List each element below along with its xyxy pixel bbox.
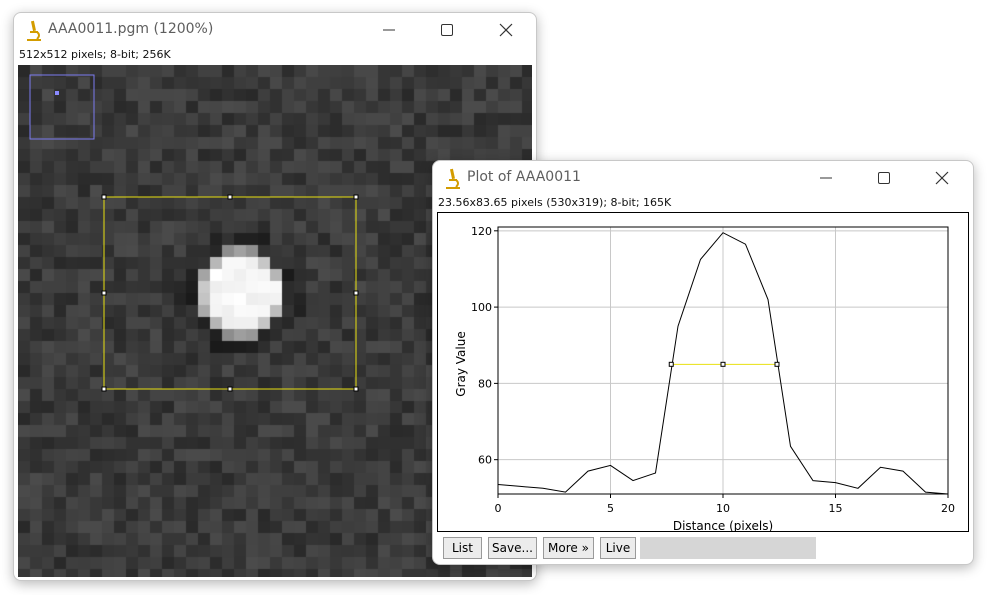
plot-button-bar: List Save... More » Live xyxy=(443,537,963,559)
microscope-icon xyxy=(446,168,460,189)
x-axis-label: Distance (pixels) xyxy=(673,519,773,532)
y-tick-label: 100 xyxy=(471,301,492,314)
x-axis-ticks: 0 5 10 15 20 xyxy=(495,494,955,515)
close-button[interactable] xyxy=(483,16,529,44)
profile-plot[interactable]: 0 5 10 15 20 60 80 100 120 Distance (pixels) Gr… xyxy=(437,212,969,532)
minimize-button[interactable] xyxy=(366,16,412,44)
roi-rectangle[interactable] xyxy=(103,196,357,390)
image-window-titlebar[interactable]: AAA0011.pgm (1200%) xyxy=(14,13,536,47)
maximize-icon xyxy=(441,24,453,36)
close-icon xyxy=(935,171,949,185)
navigator-overview xyxy=(29,74,95,140)
fwhm-annotation[interactable] xyxy=(668,361,780,367)
minimize-icon xyxy=(820,177,832,179)
image-info-text: 512x512 pixels; 8-bit; 256K xyxy=(19,48,171,61)
minimize-button[interactable] xyxy=(803,164,849,192)
profile-line xyxy=(497,232,949,495)
plot-info-text: 23.56x83.65 pixels (530x319); 8-bit; 165… xyxy=(438,196,672,209)
image-overlay xyxy=(29,74,359,392)
y-axis-ticks: 60 80 100 120 xyxy=(471,225,498,467)
close-icon xyxy=(499,23,513,37)
y-tick-label: 120 xyxy=(471,225,492,238)
roi-handles[interactable] xyxy=(101,194,359,392)
x-tick-label: 5 xyxy=(607,502,614,515)
y-tick-label: 60 xyxy=(478,454,492,467)
plot-series xyxy=(497,232,949,495)
more-button[interactable]: More » xyxy=(543,537,594,559)
save-button[interactable]: Save... xyxy=(488,537,537,559)
y-tick-label: 80 xyxy=(478,377,492,390)
microscope-icon xyxy=(27,20,41,41)
x-tick-label: 0 xyxy=(495,502,502,515)
image-window-title: AAA0011.pgm (1200%) xyxy=(48,21,214,37)
plot-window-titlebar[interactable]: Plot of AAA0011 xyxy=(433,161,973,195)
plot-window-title: Plot of AAA0011 xyxy=(467,169,581,185)
maximize-icon xyxy=(878,172,890,184)
status-field xyxy=(640,537,816,559)
fwhm-handle[interactable] xyxy=(720,361,726,367)
x-tick-label: 20 xyxy=(941,502,955,515)
maximize-button[interactable] xyxy=(424,16,470,44)
y-axis-label: Gray Value xyxy=(454,331,468,396)
list-button[interactable]: List xyxy=(443,537,482,559)
x-tick-label: 10 xyxy=(716,502,730,515)
maximize-button[interactable] xyxy=(861,164,907,192)
x-tick-label: 15 xyxy=(829,502,843,515)
fwhm-handle[interactable] xyxy=(774,361,780,367)
navigator-viewport xyxy=(55,91,59,95)
live-button[interactable]: Live xyxy=(600,537,636,559)
plot-window[interactable]: Plot of AAA0011 23.56x83.65 pixels (530x… xyxy=(432,160,974,565)
plot-frame xyxy=(437,212,969,532)
minimize-icon xyxy=(383,29,395,31)
fwhm-handle[interactable] xyxy=(668,361,674,367)
close-button[interactable] xyxy=(919,164,965,192)
